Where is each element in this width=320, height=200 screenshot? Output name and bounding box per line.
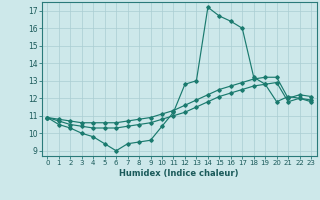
X-axis label: Humidex (Indice chaleur): Humidex (Indice chaleur) [119, 169, 239, 178]
